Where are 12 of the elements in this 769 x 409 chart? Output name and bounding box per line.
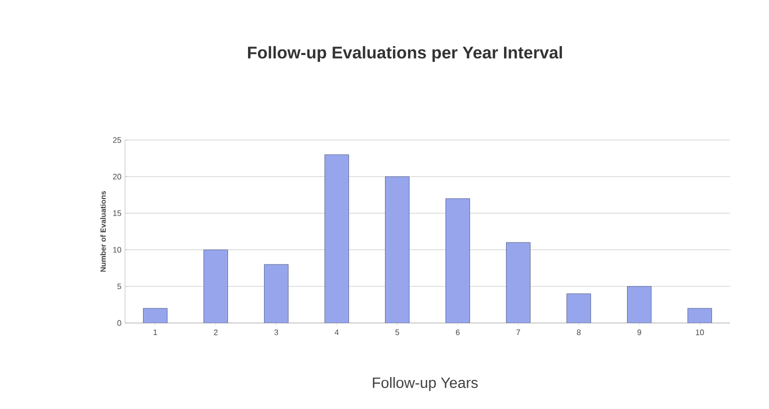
bar: [324, 154, 350, 323]
chart-title: Follow-up Evaluations per Year Interval: [248, 46, 562, 62]
bar: [627, 286, 652, 323]
bar: [143, 308, 168, 323]
bar: [566, 293, 592, 323]
bar: [264, 264, 289, 323]
bar: [385, 176, 410, 323]
bar: [688, 308, 712, 323]
bar: [506, 242, 531, 323]
bar: [446, 198, 470, 323]
x-axis-title: Follow-up Years: [372, 377, 478, 391]
bar: [204, 250, 228, 323]
